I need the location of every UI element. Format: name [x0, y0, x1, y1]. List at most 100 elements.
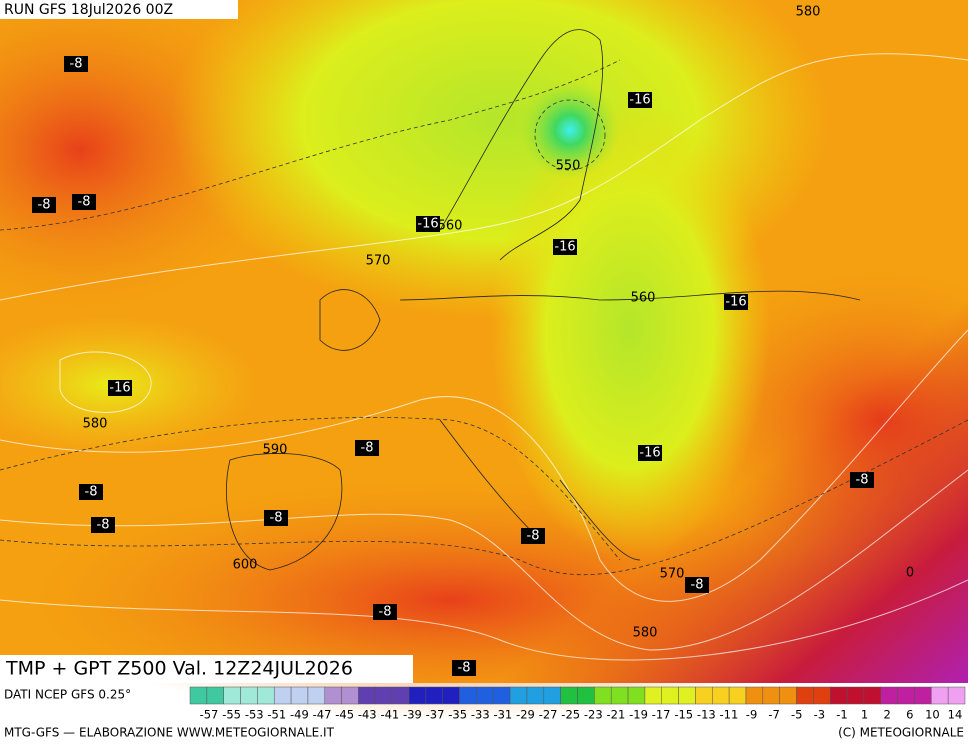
scale-label: -11: [720, 708, 739, 722]
contour-label: -8: [70, 57, 83, 72]
cool-area: [490, 100, 770, 560]
label-box: [724, 294, 748, 310]
label-box: [850, 472, 874, 488]
scale-label: -45: [335, 708, 354, 722]
scale-swatch: [425, 686, 443, 705]
scale-swatch: [442, 686, 460, 705]
scale-swatch: [610, 686, 629, 705]
scale-label: -53: [245, 708, 264, 722]
scale-source: DATI NCEP GFS 0.25°: [4, 688, 131, 702]
contour-label: 560: [438, 219, 463, 234]
contour-label: -8: [379, 605, 392, 620]
scale-label: -1: [836, 708, 847, 722]
scale-label: -57: [200, 708, 219, 722]
title-box: [0, 655, 413, 683]
cold-core: [520, 80, 620, 180]
scale-swatch: [577, 686, 595, 705]
contour-label: -8: [856, 473, 869, 488]
run-box: [0, 0, 238, 19]
contour-label: -8: [527, 529, 540, 544]
scale-swatch: [829, 686, 848, 705]
contour-label: -8: [361, 441, 374, 456]
scale-swatch: [189, 686, 208, 705]
scale-label: -31: [493, 708, 512, 722]
scale-swatch: [375, 686, 393, 705]
scale-label: -49: [290, 708, 309, 722]
scale-swatch: [931, 686, 949, 705]
scale-label: -41: [380, 708, 399, 722]
scale-swatch: [863, 686, 882, 705]
label-box: [685, 577, 709, 593]
scale-label: -29: [516, 708, 535, 722]
scale-swatch: [745, 686, 764, 705]
scale-label: -55: [222, 708, 241, 722]
scale-label: -9: [746, 708, 757, 722]
scale-swatch: [914, 686, 932, 705]
scale-swatch: [880, 686, 898, 705]
scale-label: -21: [607, 708, 626, 722]
scale-swatch: [627, 686, 646, 705]
scale-swatch: [307, 686, 326, 705]
scale-label: -43: [358, 708, 377, 722]
contour-label: -8: [38, 198, 51, 213]
label-box: [416, 216, 440, 232]
label-box: [108, 380, 132, 396]
contour-label: -16: [554, 240, 575, 255]
scale-swatch: [273, 686, 292, 705]
scale-label: 1: [861, 708, 868, 722]
contour-label: -16: [417, 217, 438, 232]
scale-swatch: [206, 686, 224, 705]
contour-label: 590: [263, 443, 288, 458]
scale-label: -19: [629, 708, 648, 722]
scale-swatch: [661, 686, 679, 705]
scale-label: -3: [814, 708, 825, 722]
scale-label: 6: [906, 708, 913, 722]
label-box: [553, 239, 577, 255]
label-box: [373, 604, 397, 620]
footer-left: MTG-GFS — ELABORAZIONE WWW.METEOGIORNALE…: [4, 726, 335, 740]
isohypses: [0, 53, 968, 661]
label-box: [264, 510, 288, 526]
contour-label: 600: [233, 558, 258, 573]
scale-swatch: [897, 686, 915, 705]
scale-swatch: [813, 686, 831, 705]
scale-swatch: [223, 686, 241, 705]
label-box: [64, 56, 88, 72]
scale-label: -25: [561, 708, 580, 722]
scale-label: -13: [697, 708, 716, 722]
scale-swatch: [493, 686, 511, 705]
contour-label: 0: [906, 566, 914, 581]
label-box: [628, 92, 652, 108]
scale-swatch: [644, 686, 662, 705]
contour-label: -8: [78, 195, 91, 210]
scale-label: -17: [652, 708, 671, 722]
contour-label: -16: [639, 446, 660, 461]
contour-label: 580: [83, 417, 108, 432]
footer-right: (C) METEOGIORNALE: [838, 726, 964, 740]
scale-swatch: [459, 686, 477, 705]
scale-label: 10: [925, 708, 940, 722]
contour-label: -8: [85, 485, 98, 500]
scale-label: 2: [884, 708, 891, 722]
scale-swatch: [240, 686, 258, 705]
scale-swatch: [594, 686, 612, 705]
scale-label: -7: [768, 708, 779, 722]
label-box: [72, 194, 96, 210]
coastlines: [226, 29, 861, 571]
label-box: [521, 528, 545, 544]
scale-label: -39: [403, 708, 422, 722]
contour-label: 560: [631, 291, 656, 306]
scale-swatch: [408, 686, 427, 705]
scale-label: -51: [267, 708, 286, 722]
scale-swatch: [560, 686, 578, 705]
isotherms: [0, 59, 968, 576]
run-label: RUN GFS 18Jul2026 00Z: [4, 2, 173, 18]
scale-swatch: [324, 686, 342, 705]
label-box: [452, 660, 476, 676]
contour-label: -8: [691, 578, 704, 593]
contour-label: 550: [556, 159, 581, 174]
scale-label: -33: [471, 708, 490, 722]
scale-swatch: [947, 686, 966, 705]
scale-label: -5: [791, 708, 802, 722]
